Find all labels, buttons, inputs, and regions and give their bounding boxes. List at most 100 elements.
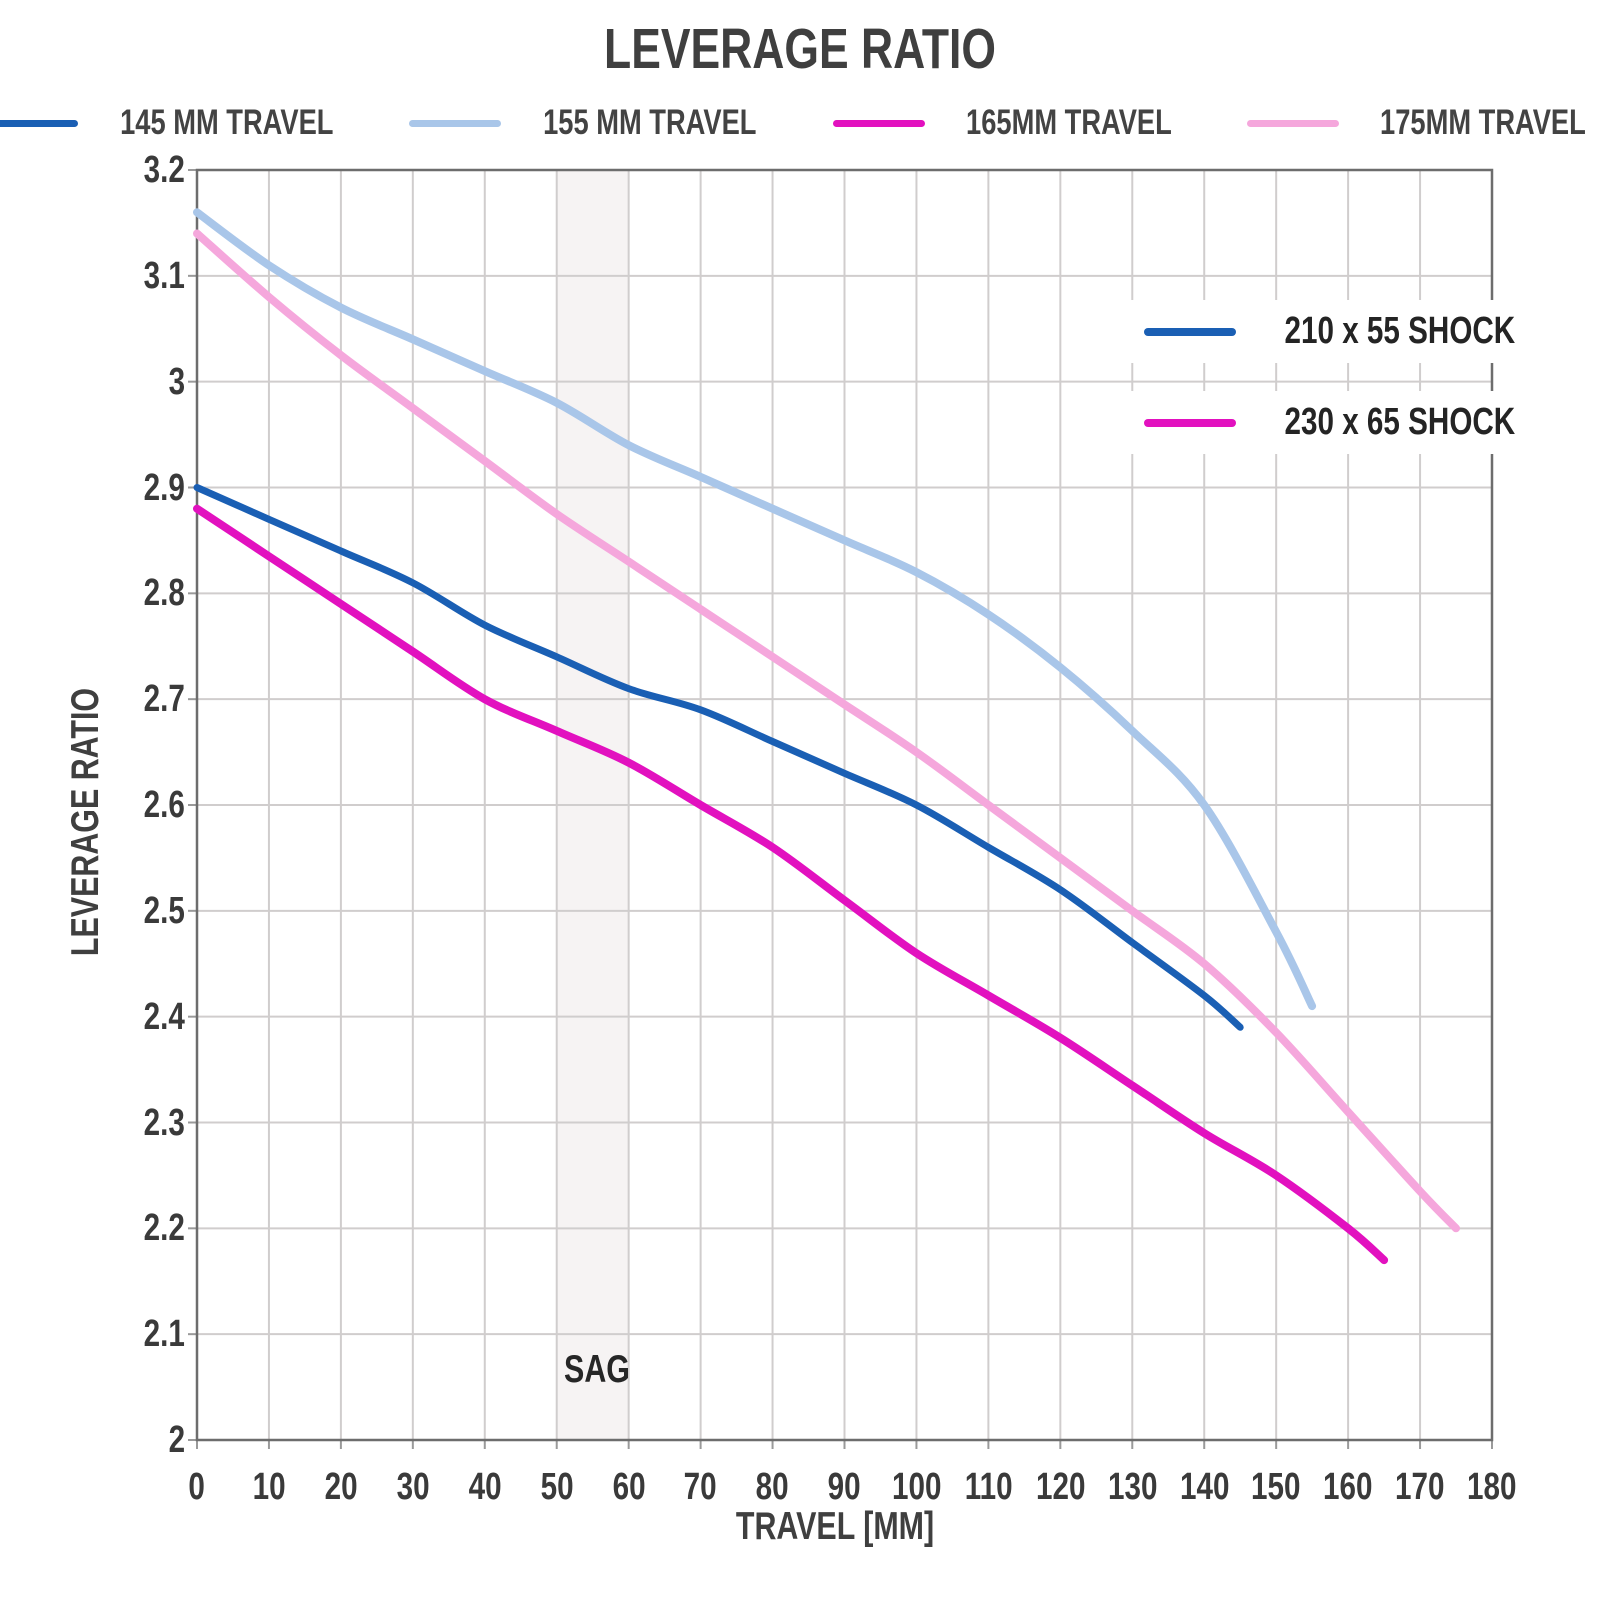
x-tick-text: 10 [252, 1466, 286, 1508]
x-tick-text: 120 [1035, 1466, 1086, 1508]
x-tick-text: 80 [756, 1466, 790, 1508]
x-tick-label: 70 [631, 1464, 771, 1510]
travel-legend: 145 MM TRAVEL 155 MM TRAVEL 165MM TRAVEL 17… [0, 103, 1600, 143]
x-tick-label: 50 [487, 1464, 627, 1510]
y-tick-text: 3.1 [143, 254, 185, 297]
y-tick-text: 3 [168, 360, 185, 403]
legend-item-text: 165MM TRAVEL [937, 103, 1201, 143]
y-tick-text: 3.2 [143, 149, 185, 191]
y-tick-label: 2.2 [55, 1205, 185, 1251]
shock-legend: 210 x 55 SHOCK 230 x 65 SHOCK [1128, 300, 1564, 454]
y-tick-label: 3.1 [55, 253, 185, 299]
x-tick-label: 20 [271, 1464, 411, 1510]
x-tick-label: 10 [199, 1464, 339, 1510]
y-tick-label: 2.4 [55, 994, 185, 1040]
x-tick-text: 160 [1323, 1466, 1373, 1508]
chart-title-text: LEVERAGE RATIO [604, 17, 996, 81]
x-tick-text: 50 [540, 1466, 574, 1508]
y-tick-text: 2.3 [143, 1101, 185, 1144]
x-tick-label: 80 [703, 1464, 843, 1510]
x-axis-title: TRAVEL [MM] [708, 1505, 962, 1549]
legend-item-175mm-travel[interactable]: 175MM TRAVEL [1246, 103, 1600, 143]
y-tick-text: 2.4 [143, 995, 185, 1038]
shock-legend-item-210x55[interactable]: 210 x 55 SHOCK [1128, 300, 1564, 363]
y-tick-label: 2.1 [55, 1311, 185, 1357]
sag-label-text: SAG [564, 1348, 630, 1391]
x-tick-label: 130 [1062, 1464, 1202, 1510]
legend-line-swatch [832, 119, 925, 127]
x-tick-text: 70 [684, 1466, 718, 1508]
y-tick-label: 2.9 [55, 465, 185, 511]
legend-item-145-mm-travel[interactable]: 145 MM TRAVEL [0, 103, 363, 143]
x-tick-text: 20 [324, 1466, 358, 1508]
y-tick-label: 2.8 [55, 570, 185, 616]
curve-165mm-travel [193, 504, 1389, 1265]
shock-legend-item-230x65[interactable]: 230 x 65 SHOCK [1128, 391, 1564, 454]
y-tick-text: 2.2 [143, 1207, 185, 1250]
x-tick-label: 150 [1206, 1464, 1346, 1510]
legend-item-text: 155 MM TRAVEL [513, 103, 787, 143]
legend-item-text: 175MM TRAVEL [1351, 103, 1600, 143]
x-tick-text: 140 [1179, 1466, 1229, 1508]
y-axis-title-text: LEVERAGE RATIO [64, 687, 107, 957]
shock-legend-label: 230 x 65 SHOCK [1284, 401, 1516, 443]
x-tick-label: 110 [918, 1464, 1058, 1510]
x-tick-label: 160 [1278, 1464, 1418, 1510]
plot-border [195, 168, 1494, 1442]
shock-legend-label: 210 x 55 SHOCK [1284, 310, 1516, 352]
x-tick-label: 170 [1350, 1464, 1490, 1510]
x-tick-text: 150 [1251, 1466, 1301, 1508]
x-tick-label: 120 [990, 1464, 1130, 1510]
x-axis-title-text: TRAVEL [MM] [735, 1505, 935, 1548]
x-tick-label: 90 [775, 1464, 915, 1510]
legend-item-label: 165MM TRAVEL [965, 103, 1172, 142]
x-tick-text: 40 [468, 1466, 502, 1508]
sag-label: SAG [555, 1348, 640, 1392]
legend-item-155-mm-travel[interactable]: 155 MM TRAVEL [409, 103, 787, 143]
y-tick-text: 2 [168, 1419, 185, 1461]
chart-title: LEVERAGE RATIO [549, 16, 1051, 82]
legend-item-label: 175MM TRAVEL [1379, 103, 1586, 142]
shock-line-swatch [1144, 327, 1236, 336]
x-tick-text: 170 [1395, 1466, 1445, 1508]
y-tick-text: 2.9 [143, 466, 185, 509]
legend-item-165mm-travel[interactable]: 165MM TRAVEL [832, 103, 1201, 143]
y-tick-label: 2.3 [55, 1100, 185, 1146]
x-tick-text: 60 [612, 1466, 646, 1508]
x-tick-text: 130 [1107, 1466, 1157, 1508]
legend-line-swatch [1246, 119, 1339, 127]
y-tick-label: 2.6 [55, 782, 185, 828]
legend-line-swatch [409, 119, 502, 127]
x-tick-label: 60 [559, 1464, 699, 1510]
legend-item-text: 145 MM TRAVEL [90, 103, 364, 143]
x-tick-label: 140 [1134, 1464, 1274, 1510]
x-tick-label: 0 [127, 1464, 267, 1510]
x-tick-text: 100 [891, 1466, 942, 1508]
curve-155-mm-travel [193, 208, 1317, 1011]
legend-item-label: 155 MM TRAVEL [543, 103, 757, 142]
legend-item-label: 145 MM TRAVEL [119, 103, 334, 142]
x-tick-label: 30 [343, 1464, 483, 1510]
x-tick-label: 40 [415, 1464, 555, 1510]
y-tick-label: 2.5 [55, 888, 185, 934]
y-tick-label: 3.2 [55, 147, 185, 193]
y-tick-text: 2.1 [143, 1313, 185, 1356]
x-tick-text: 30 [396, 1466, 430, 1508]
y-tick-text: 2.7 [143, 678, 185, 721]
x-tick-text: 90 [828, 1466, 861, 1508]
curve-175mm-travel [193, 229, 1460, 1233]
x-tick-text: 0 [188, 1466, 206, 1508]
y-tick-text: 2.6 [143, 784, 185, 826]
shock-line-swatch [1144, 418, 1236, 427]
legend-line-swatch [0, 119, 78, 127]
y-tick-label: 2 [55, 1417, 185, 1463]
x-tick-label: 100 [846, 1464, 986, 1510]
x-tick-label: 180 [1422, 1464, 1562, 1510]
y-tick-label: 2.7 [55, 676, 185, 722]
y-tick-text: 2.5 [143, 889, 185, 932]
x-tick-text: 180 [1467, 1466, 1517, 1508]
y-tick-text: 2.8 [143, 572, 185, 615]
shock-legend-text: 210 x 55 SHOCK [1252, 310, 1548, 353]
